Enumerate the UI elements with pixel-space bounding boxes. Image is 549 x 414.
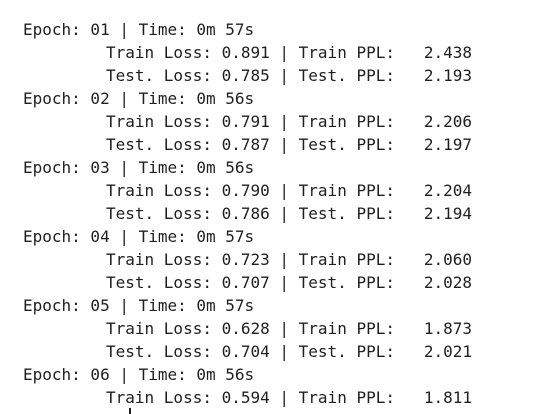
test-metrics-line: Test. Loss: 0.707 | Test. PPL: 2.028 <box>106 273 473 292</box>
train-metrics-line: Train Loss: 0.723 | Train PPL: 2.060 <box>106 250 473 269</box>
epoch-header: Epoch: 06 | Time: 0m 56s <box>23 365 255 384</box>
epoch-header: Epoch: 03 | Time: 0m 56s <box>23 158 255 177</box>
train-metrics-line: Train Loss: 0.791 | Train PPL: 2.206 <box>106 112 473 131</box>
epoch-header: Epoch: 04 | Time: 0m 57s <box>23 227 255 246</box>
train-metrics-line: Train Loss: 0.628 | Train PPL: 1.873 <box>106 319 473 338</box>
test-metrics-line: Test. Loss: 0.787 | Test. PPL: 2.197 <box>106 135 473 154</box>
train-metrics-line: Train Loss: 0.790 | Train PPL: 2.204 <box>106 181 473 200</box>
test-metrics-line: Test. Loss: 0.704 | Test. PPL: 2.021 <box>106 342 473 361</box>
cut-off-text-fragment <box>129 408 131 414</box>
test-metrics-line: Test. Loss: 0.786 | Test. PPL: 2.194 <box>106 204 473 223</box>
train-metrics-line: Train Loss: 0.594 | Train PPL: 1.811 <box>106 388 473 407</box>
train-metrics-line: Train Loss: 0.891 | Train PPL: 2.438 <box>106 43 473 62</box>
test-metrics-line: Test. Loss: 0.785 | Test. PPL: 2.193 <box>106 66 473 85</box>
epoch-header: Epoch: 01 | Time: 0m 57s <box>23 20 255 39</box>
epoch-header: Epoch: 05 | Time: 0m 57s <box>23 296 255 315</box>
epoch-header: Epoch: 02 | Time: 0m 56s <box>23 89 255 108</box>
test-metrics-line: Test. Loss: 0.707 | Test. PPL: 2.029 <box>106 410 472 414</box>
